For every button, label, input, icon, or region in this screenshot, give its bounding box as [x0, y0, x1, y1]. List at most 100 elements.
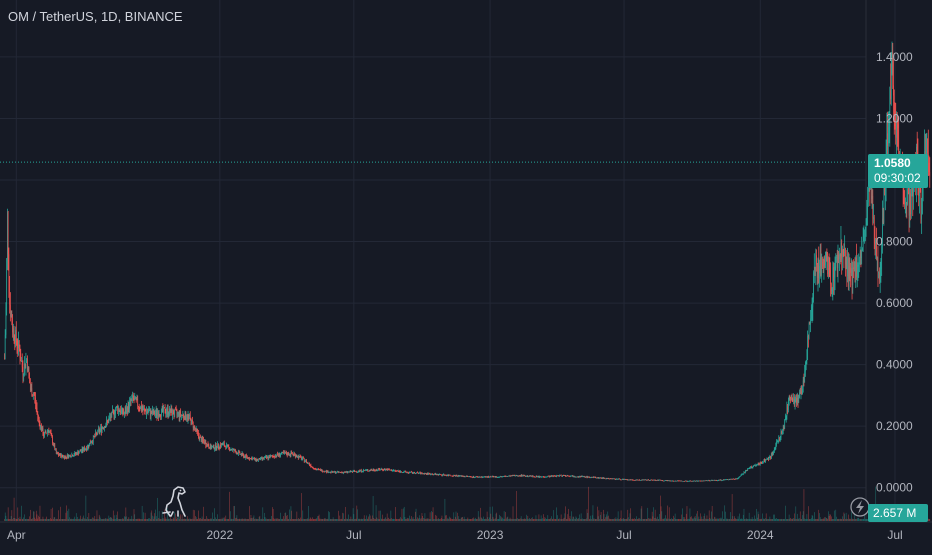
candle-body: [606, 478, 608, 479]
candle-body: [155, 410, 157, 414]
candle-body: [747, 468, 748, 471]
candle-body: [751, 467, 753, 469]
candle-body: [745, 470, 747, 472]
volume-bar: [640, 508, 642, 521]
volume-bar: [432, 512, 433, 521]
candle-body: [497, 477, 499, 478]
volume-bar: [92, 517, 94, 521]
volume-bar: [167, 518, 169, 521]
candle-body: [526, 475, 528, 477]
volume-bar: [831, 516, 832, 521]
volume-bar: [354, 518, 355, 521]
volume-bar: [5, 515, 7, 521]
candle-body: [57, 452, 59, 455]
volume-bar: [147, 518, 148, 521]
volume-bar: [570, 518, 572, 521]
volume-bar: [312, 518, 314, 521]
volume-bar: [762, 518, 764, 521]
candle-body: [752, 466, 754, 468]
candle-body: [5, 307, 7, 335]
volume-bar: [357, 519, 359, 521]
candle-body: [420, 472, 422, 474]
candle-body: [433, 474, 435, 476]
volume-bar: [336, 518, 338, 521]
volume-bar: [708, 518, 709, 521]
volume-bar: [784, 518, 785, 521]
candle-body: [929, 171, 931, 177]
candle-body: [316, 469, 318, 471]
lightning-icon[interactable]: [850, 497, 870, 517]
volume-bar: [775, 518, 777, 521]
volume-bar: [138, 518, 139, 521]
volume-bar: [198, 518, 200, 521]
candle-body: [338, 471, 340, 473]
volume-bar: [810, 518, 811, 521]
volume-bar: [399, 518, 401, 521]
candle-body: [446, 475, 447, 476]
volume-bar: [738, 518, 740, 521]
candle-body: [280, 454, 281, 456]
volume-bar: [311, 519, 312, 521]
candle-body: [725, 479, 727, 481]
candle-body: [358, 470, 360, 472]
volume-bar: [129, 518, 130, 521]
volume-bar: [502, 517, 503, 521]
volume-bar: [805, 518, 806, 521]
volume-bar: [725, 511, 726, 521]
candle-body: [487, 476, 489, 478]
candle-body: [255, 458, 256, 460]
candle-body: [648, 479, 649, 481]
volume-bar: [702, 518, 703, 521]
volume-bar: [80, 515, 81, 521]
volume-bar: [816, 519, 817, 521]
candle-body: [391, 469, 392, 472]
volume-bar: [55, 518, 57, 521]
candle-body: [119, 411, 121, 412]
x-tick-label: 2024: [747, 528, 774, 542]
candle-body: [379, 469, 381, 471]
candle-body: [714, 480, 715, 481]
volume-bar: [121, 518, 122, 521]
candle-body: [620, 479, 621, 481]
candle-body: [97, 429, 99, 435]
candle-body: [35, 403, 37, 408]
symbol-title[interactable]: OM / TetherUS, 1D, BINANCE: [8, 9, 183, 24]
volume-bar: [488, 518, 489, 521]
candle-body: [206, 445, 207, 447]
volume-bar: [638, 517, 640, 521]
candle-body: [888, 126, 890, 131]
candle-body: [321, 469, 323, 472]
candle-body: [452, 475, 453, 477]
candle-body: [356, 471, 358, 473]
volume-bar: [783, 518, 785, 521]
volume-bar: [681, 514, 683, 521]
volume-bar: [727, 519, 728, 521]
candle-body: [757, 463, 759, 465]
candle-body: [307, 462, 309, 464]
candle-body: [407, 472, 409, 474]
volume-bar: [135, 519, 136, 521]
volume-bar: [682, 517, 684, 521]
volume-bar: [157, 497, 158, 521]
volume-bar: [815, 518, 817, 521]
volume-bar: [468, 518, 469, 521]
volume-bar: [503, 518, 504, 521]
candle-body: [714, 480, 716, 482]
volume-bar: [184, 518, 186, 521]
volume-bar: [21, 505, 22, 521]
volume-bar: [320, 518, 322, 521]
volume-bar: [105, 518, 107, 521]
candle-body: [178, 412, 180, 418]
volume-bar: [55, 518, 56, 521]
candle-body: [542, 476, 543, 478]
volume-bar: [15, 518, 17, 521]
dinosaur-logo-icon[interactable]: [162, 486, 186, 517]
candle-body: [571, 475, 572, 477]
volume-bar: [160, 519, 161, 521]
candle-body: [490, 476, 492, 478]
volume-bar: [569, 516, 571, 521]
candle-body: [228, 445, 230, 448]
volume-badge: 2.657 M: [868, 504, 928, 522]
candle-body: [394, 470, 395, 472]
